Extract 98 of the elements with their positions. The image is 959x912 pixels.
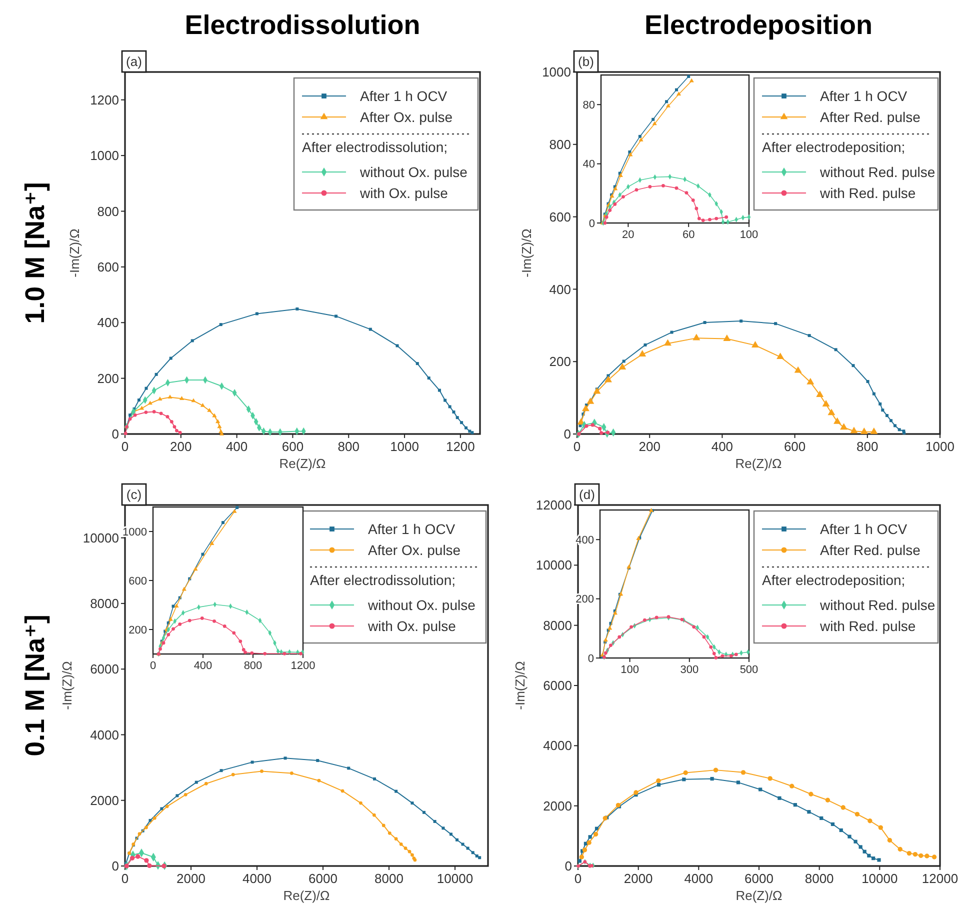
x-tick-label: 6000 xyxy=(744,871,774,886)
legend-label: After Ox. pulse xyxy=(368,542,461,558)
legend-title: After electrodeposition; xyxy=(762,572,906,588)
y-tick-label: 40 xyxy=(582,158,595,171)
legend-title: After electrodissolution; xyxy=(302,139,448,155)
y-tick-label: 2000 xyxy=(543,798,572,814)
x-axis-title: Re(Z)/Ω xyxy=(283,888,330,903)
x-tick-label: 4000 xyxy=(242,871,272,886)
y-tick-label: 800 xyxy=(549,136,571,152)
x-tick-label: 400 xyxy=(226,439,248,454)
x-tick-label: 400 xyxy=(194,660,212,672)
x-tick-label: 100 xyxy=(620,664,639,676)
y-tick-label: 200 xyxy=(128,624,147,636)
y-tick-label: 1200 xyxy=(90,92,119,108)
y-tick-label: 4000 xyxy=(543,738,572,754)
y-tick-label: 600 xyxy=(97,259,119,274)
x-axis-title: Re(Z)/Ω xyxy=(279,456,326,471)
x-tick-label: 6000 xyxy=(308,871,338,886)
y-tick-label: 4000 xyxy=(90,727,119,742)
x-tick-label: 100 xyxy=(740,229,758,241)
y-axis-title: -Im(Z)/Ω xyxy=(60,660,74,710)
y-axis-title: -Im(Z)/Ω xyxy=(512,660,528,710)
legend-label: with Ox. pulse xyxy=(367,618,456,634)
legend-label: After Red. pulse xyxy=(820,542,921,558)
x-tick-label: 1000 xyxy=(390,439,419,454)
text: (c) xyxy=(126,487,142,502)
x-tick-label: 8000 xyxy=(804,871,834,886)
x-tick-label: 1000 xyxy=(926,439,954,454)
x-tick-label: 0 xyxy=(150,660,156,672)
x-tick-label: 10000 xyxy=(436,871,474,886)
x-tick-label: 800 xyxy=(338,439,360,454)
y-tick-label: 0 xyxy=(112,426,119,442)
x-tick-label: 60 xyxy=(682,229,695,241)
legend-label: After Red. pulse xyxy=(820,109,921,125)
x-axis-title: Re(Z)/Ω xyxy=(735,456,782,471)
x-tick-label: 500 xyxy=(740,664,758,676)
x-tick-label: 2000 xyxy=(176,871,206,886)
y-tick-label: 8000 xyxy=(543,618,572,633)
legend-label: without Red. pulse xyxy=(819,164,936,180)
chart-title: Electrodeposition xyxy=(644,10,873,40)
text: (d) xyxy=(579,487,595,502)
legend-label: After 1 h OCV xyxy=(360,88,448,104)
x-tick-label: 1200 xyxy=(446,439,475,454)
legend-label: After 1 h OCV xyxy=(820,88,908,104)
y-tick-label: 1000 xyxy=(90,148,119,164)
y-tick-label: 0 xyxy=(564,426,571,442)
legend-label: with Red. pulse xyxy=(819,185,916,201)
x-tick-label: 400 xyxy=(711,439,734,454)
legend-title: After electrodeposition; xyxy=(762,139,906,155)
legend-label: without Ox. pulse xyxy=(367,597,476,613)
text: (a) xyxy=(126,54,142,69)
x-tick-label: 800 xyxy=(244,660,262,672)
y-tick-label: 0 xyxy=(112,858,119,874)
x-tick-label: 200 xyxy=(638,439,660,454)
x-tick-label: 300 xyxy=(680,664,699,676)
x-tick-label: 1200 xyxy=(290,660,316,672)
y-tick-label: 80 xyxy=(582,99,595,112)
y-tick-label: 200 xyxy=(97,370,119,386)
y-tick-label: 10000 xyxy=(536,558,572,573)
legend-label: After Ox. pulse xyxy=(360,109,453,125)
x-tick-label: 2000 xyxy=(624,871,653,886)
legend-label: without Red. pulse xyxy=(819,597,936,613)
y-tick-label: 0 xyxy=(564,858,572,874)
legend-title: After electrodissolution; xyxy=(310,572,456,588)
x-tick-label: 20 xyxy=(622,229,634,241)
legend-label: After 1 h OCV xyxy=(820,521,908,537)
y-tick-label: 10000 xyxy=(82,530,119,546)
y-axis-title: -Im(Z)/Ω xyxy=(67,228,82,278)
y-tick-label: 8000 xyxy=(90,596,119,612)
x-tick-label: 600 xyxy=(282,439,304,454)
y-tick-label: 600 xyxy=(128,575,147,588)
y-tick-label: 400 xyxy=(549,282,571,297)
x-tick-label: 600 xyxy=(784,439,806,454)
legend-label: with Ox. pulse xyxy=(359,185,448,201)
x-tick-label: 800 xyxy=(856,439,878,454)
text: 0.1 M [Na⁺] xyxy=(20,614,50,756)
y-tick-label: 2000 xyxy=(90,792,119,808)
y-tick-label: 6000 xyxy=(543,678,572,694)
x-tick-label: 4000 xyxy=(684,871,714,886)
x-tick-label: 12000 xyxy=(922,871,958,886)
y-tick-label: 12000 xyxy=(536,498,572,513)
text: 1.0 M [Na⁺] xyxy=(20,182,50,324)
chart-title: Electrodissolution xyxy=(184,10,420,40)
legend-label: without Ox. pulse xyxy=(359,164,468,180)
legend-label: After 1 h OCV xyxy=(368,521,456,537)
y-tick-label: 200 xyxy=(549,354,571,370)
y-tick-label: 800 xyxy=(97,204,119,219)
legend-label: with Red. pulse xyxy=(819,618,916,634)
x-tick-label: 200 xyxy=(170,439,192,454)
x-axis-title: Re(Z)/Ω xyxy=(736,888,783,903)
text: (b) xyxy=(578,54,594,69)
y-tick-label: 600 xyxy=(549,209,571,224)
x-tick-label: 10000 xyxy=(862,871,898,886)
y-axis-title: -Im(Z)/Ω xyxy=(519,228,534,278)
y-tick-label: 1000 xyxy=(542,64,571,80)
y-tick-label: 400 xyxy=(97,315,119,330)
y-tick-label: 0 xyxy=(588,218,595,230)
x-tick-label: 8000 xyxy=(374,871,404,886)
